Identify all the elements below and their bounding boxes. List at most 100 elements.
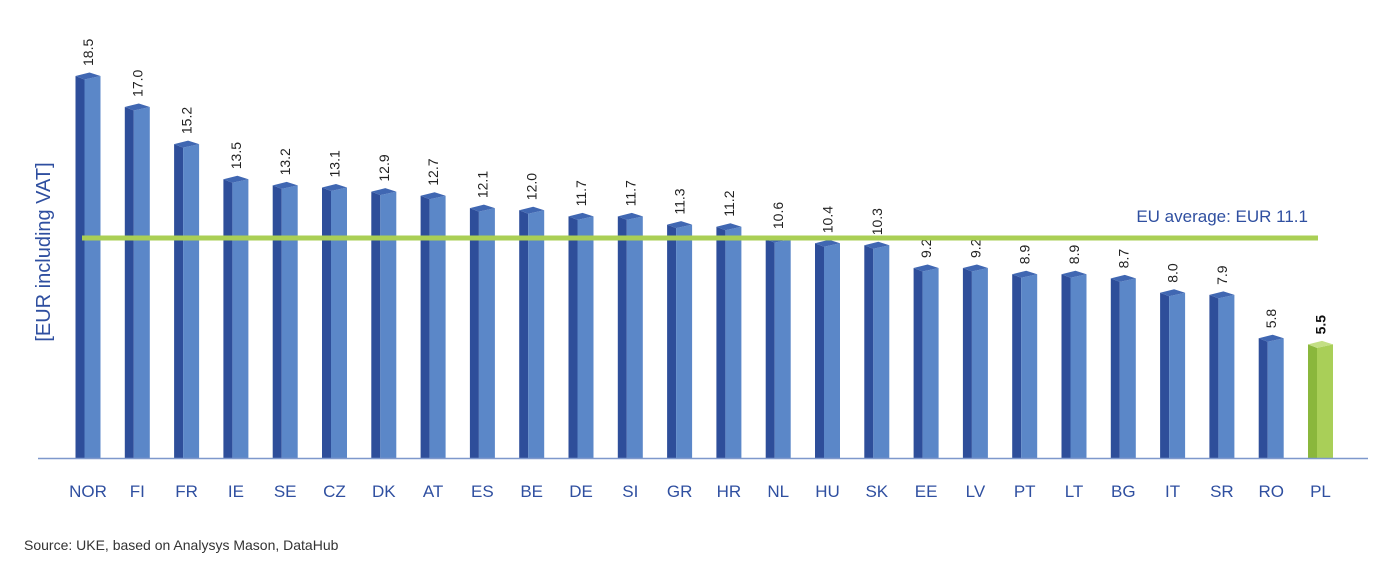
value-label-pl: 5.5 (1313, 315, 1329, 335)
bar-top (1258, 334, 1284, 342)
bar-it (1160, 289, 1186, 458)
bar-top (1160, 289, 1186, 297)
bar-side (765, 239, 775, 458)
bar-top (716, 223, 742, 231)
bar-top (1110, 274, 1136, 282)
value-label-ee: 9.2 (918, 238, 934, 258)
bar-top (322, 183, 347, 191)
category-label-gr: GR (667, 482, 693, 501)
bar-side (617, 216, 627, 458)
category-label-fi: FI (130, 482, 145, 501)
bar-bg (1110, 274, 1136, 458)
bar-front (183, 144, 200, 458)
category-label-ie: IE (228, 482, 244, 501)
bar-front (676, 224, 693, 458)
value-label-ro: 5.8 (1263, 309, 1279, 329)
bar-top (617, 212, 643, 220)
bar-side (568, 216, 578, 458)
bar-top (371, 188, 397, 196)
bar-de (568, 212, 594, 458)
bar-es (469, 204, 495, 458)
category-label-ee: EE (915, 482, 938, 501)
value-label-at: 12.7 (425, 158, 441, 185)
bar-front (84, 75, 101, 458)
bar-front (1317, 344, 1333, 458)
bar-side (519, 210, 529, 458)
bar-side (1258, 338, 1268, 458)
bar-side (864, 245, 874, 458)
bar-side (913, 268, 923, 458)
bar-pl (1308, 340, 1333, 458)
bar-top (75, 72, 101, 80)
bar-side (1110, 278, 1120, 458)
bar-front (478, 208, 495, 458)
value-label-dk: 12.9 (376, 154, 392, 181)
bar-fr (174, 140, 200, 458)
bar-side (1012, 274, 1022, 458)
value-label-fr: 15.2 (179, 107, 195, 134)
bar-side (75, 75, 85, 458)
bar-se (272, 181, 298, 459)
bar-be (519, 206, 545, 458)
value-label-be: 12.0 (524, 173, 540, 200)
bar-top (1308, 340, 1333, 348)
bar-front (971, 268, 988, 458)
category-label-pt: PT (1014, 482, 1036, 501)
bar-side (815, 243, 824, 458)
bar-sk (864, 241, 890, 458)
bar-side (1061, 274, 1071, 458)
value-label-sk: 10.3 (869, 208, 885, 235)
bar-front (528, 210, 545, 458)
bar-top (864, 241, 890, 249)
bar-front (281, 185, 298, 459)
bar-side (223, 179, 233, 458)
bar-ee (913, 264, 939, 458)
category-label-de: DE (569, 482, 593, 501)
bar-front (1218, 294, 1235, 458)
category-label-se: SE (274, 482, 297, 501)
category-label-lt: LT (1065, 482, 1084, 501)
bar-at (420, 192, 446, 458)
bar-side (272, 185, 282, 459)
bar-side (322, 187, 331, 459)
value-label-nor: 18.5 (80, 39, 96, 66)
category-label-be: BE (520, 482, 543, 501)
category-label-it: IT (1165, 482, 1180, 501)
bar-front (1169, 292, 1186, 458)
category-label-dk: DK (372, 482, 396, 501)
value-label-cz: 13.1 (327, 150, 343, 177)
bar-front (133, 106, 150, 458)
bar-top (272, 181, 298, 189)
bar-lt (1061, 270, 1087, 458)
value-label-fi: 17.0 (129, 69, 145, 96)
bar-side (716, 226, 726, 458)
bar-side (667, 224, 677, 458)
bar-side (1160, 292, 1170, 458)
source-note: Source: UKE, based on Analysys Mason, Da… (24, 537, 339, 553)
category-label-sr: SR (1210, 482, 1234, 501)
value-label-pt: 8.9 (1017, 245, 1033, 265)
category-label-nor: NOR (69, 482, 107, 501)
bar-top (1012, 270, 1038, 278)
bar-front (774, 239, 791, 458)
category-label-nl: NL (767, 482, 789, 501)
bar-front (429, 195, 446, 458)
y-axis-label: [EUR including VAT] (33, 162, 55, 341)
bar-side (371, 191, 381, 459)
bar-front (577, 216, 594, 458)
bar-top (519, 206, 545, 214)
bar-front (725, 226, 742, 458)
bar-front (873, 245, 890, 458)
bar-cz (322, 183, 347, 459)
category-label-pl: PL (1310, 482, 1331, 501)
category-label-bg: BG (1111, 482, 1136, 501)
value-label-hr: 11.2 (721, 190, 737, 216)
bar-top (469, 204, 495, 212)
bar-top (1209, 291, 1235, 299)
bar-sr (1209, 291, 1235, 458)
bar-front (922, 268, 939, 458)
bar-side (420, 195, 430, 458)
category-label-cz: CZ (323, 482, 346, 501)
